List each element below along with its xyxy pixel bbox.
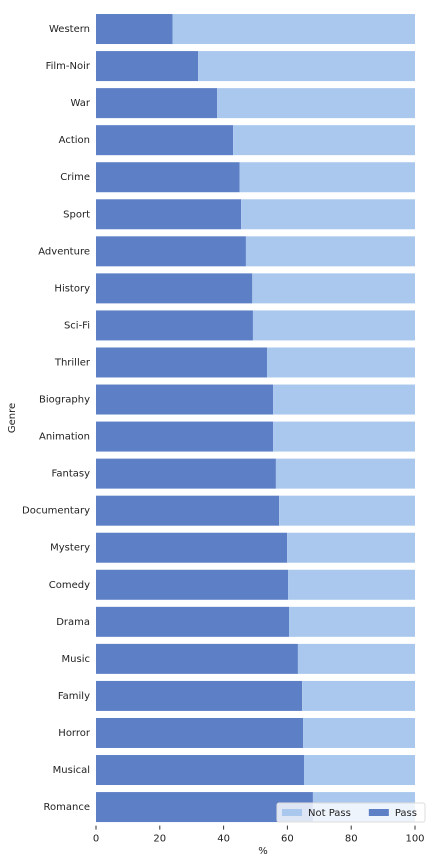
y-tick-label: Western [49, 24, 90, 35]
y-tick-label: Comedy [49, 580, 90, 591]
bar [96, 680, 303, 711]
y-tick-label: Animation [39, 432, 90, 443]
y-tick-label: Documentary [22, 506, 90, 517]
bar [96, 199, 242, 230]
y-tick-label: Family [58, 691, 90, 702]
bar [96, 51, 199, 82]
y-tick-label: Film-Noir [46, 61, 91, 72]
bar [239, 162, 415, 193]
bar [303, 755, 415, 786]
y-tick-label: Musical [53, 765, 90, 776]
y-tick-label: Mystery [50, 543, 90, 554]
bar [233, 125, 415, 156]
x-tick-label: 20 [153, 834, 166, 845]
x-tick-label: 0 [93, 834, 99, 845]
bar [96, 495, 280, 526]
bar [96, 162, 240, 193]
bar [297, 643, 415, 674]
x-axis-label: % [258, 846, 268, 857]
bar [302, 680, 415, 711]
bar [96, 606, 289, 637]
y-axis-label: Genre [7, 403, 18, 433]
legend-box [276, 802, 426, 823]
bar [96, 273, 253, 304]
y-tick-label: Action [59, 135, 90, 146]
legend-swatch [368, 809, 389, 816]
bar [96, 532, 288, 563]
bar [172, 14, 415, 45]
y-tick-label: War [71, 98, 91, 109]
bar [273, 384, 415, 415]
y-tick-label: Thriller [54, 357, 91, 368]
y-tick-label: Crime [60, 172, 90, 183]
bar [96, 643, 298, 674]
y-tick-label: Drama [56, 617, 90, 628]
legend-swatch [282, 809, 302, 816]
bar [96, 421, 274, 452]
bar [96, 14, 173, 45]
bar [288, 606, 415, 637]
y-tick-label: Music [62, 654, 90, 665]
y-tick-label: Sport [63, 209, 90, 220]
bar [96, 717, 304, 748]
legend-label: Pass [395, 808, 417, 819]
y-tick-label: Fantasy [52, 469, 91, 480]
y-tick-label: History [54, 283, 90, 294]
bar [198, 51, 415, 82]
y-tick-label: Sci-Fi [64, 320, 90, 331]
legend-label: Not Pass [308, 808, 351, 819]
bar [96, 755, 304, 786]
bar [217, 88, 415, 119]
y-tick-label: Horror [58, 728, 91, 739]
bar [96, 347, 267, 378]
bar [96, 236, 246, 267]
y-tick-label: Romance [44, 802, 90, 813]
bar [96, 310, 253, 341]
bar [252, 310, 415, 341]
bar [245, 236, 415, 267]
bar [96, 125, 234, 156]
bar [241, 199, 415, 230]
y-tick-label: Biography [39, 395, 90, 406]
x-tick-label: 40 [217, 834, 230, 845]
bar [96, 88, 218, 119]
bar [303, 717, 415, 748]
bar [279, 495, 415, 526]
bar [273, 421, 415, 452]
bar [96, 458, 276, 489]
bar [96, 569, 289, 600]
x-tick-label: 60 [281, 834, 294, 845]
x-tick-label: 80 [345, 834, 358, 845]
bar [96, 384, 274, 415]
x-tick-label: 100 [405, 834, 424, 845]
bar [275, 458, 415, 489]
y-tick-label: Adventure [38, 246, 90, 257]
bar [288, 569, 415, 600]
bar [266, 347, 415, 378]
bar [252, 273, 415, 304]
bar [287, 532, 415, 563]
